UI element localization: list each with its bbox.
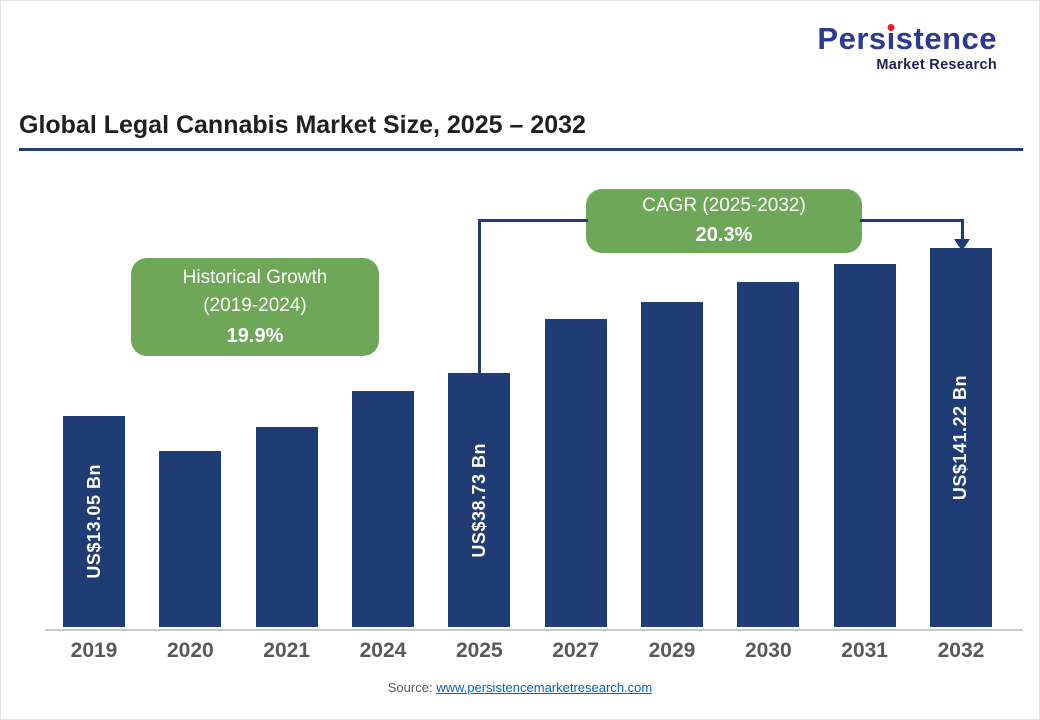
bar-value-label-2025: US$38.73 Bn <box>468 442 489 558</box>
brand-text-pre: Pers <box>817 21 887 56</box>
bar-2030 <box>737 282 800 627</box>
cagr-line1: CAGR (2025-2032) <box>642 194 806 216</box>
x-label-2025: 2025 <box>455 639 503 662</box>
source-label: Source: <box>387 680 433 695</box>
brand-text-post: stence <box>895 21 997 56</box>
title-underline <box>19 148 1023 151</box>
x-label-2030: 2030 <box>744 639 792 662</box>
brand-logo: Persı stence Market Research <box>817 23 997 73</box>
bar-2029 <box>640 302 703 627</box>
bar-2031 <box>833 264 896 627</box>
x-label-2029: 2029 <box>648 639 696 662</box>
source-link[interactable]: www.persistencemarketresearch.com <box>436 680 653 695</box>
cagr-value: 20.3% <box>695 224 753 247</box>
cagr-callout: CAGR (2025-2032) 20.3% <box>586 189 862 253</box>
x-label-2031: 2031 <box>841 639 888 662</box>
historical-growth-callout: Historical Growth (2019-2024) 19.9% <box>131 258 379 356</box>
source-line: Source: www.persistencemarketresearch.co… <box>1 680 1039 695</box>
bar-value-label-2032: US$141.22 Bn <box>950 374 971 501</box>
x-label-2032: 2032 <box>937 639 985 662</box>
bar-value-label-2019: US$13.05 Bn <box>83 464 104 579</box>
x-label-2021: 2021 <box>263 639 311 662</box>
page-title: Global Legal Cannabis Market Size, 2025 … <box>19 111 586 139</box>
historical-growth-value: 19.9% <box>226 324 284 347</box>
connector-vertical-2025 <box>478 219 481 375</box>
logo-red-dot-icon <box>887 24 895 31</box>
historical-growth-line2: (2019-2024) <box>203 295 307 316</box>
x-label-2020: 2020 <box>166 639 214 662</box>
bar-2024 <box>351 391 414 627</box>
x-label-2024: 2024 <box>359 639 407 662</box>
bar-2032: US$141.22 Bn <box>929 248 992 627</box>
bar-2027 <box>544 319 607 627</box>
historical-growth-line1: Historical Growth <box>182 266 328 288</box>
x-axis-line <box>45 629 1023 631</box>
x-label-2027: 2027 <box>552 639 599 662</box>
bar-2025: US$38.73 Bn <box>448 373 511 627</box>
bar-2021 <box>255 427 318 627</box>
connector-horizontal-left <box>478 219 588 222</box>
connector-vertical-2032 <box>961 219 964 241</box>
brand-letter-i: ı <box>886 21 896 56</box>
bar-2019: US$13.05 Bn <box>63 416 125 627</box>
brand-name: Persı stence <box>817 23 997 54</box>
connector-horizontal-right <box>860 219 963 222</box>
bar-2020 <box>159 451 222 627</box>
brand-subtitle: Market Research <box>876 57 997 73</box>
x-label-2019: 2019 <box>70 639 118 662</box>
